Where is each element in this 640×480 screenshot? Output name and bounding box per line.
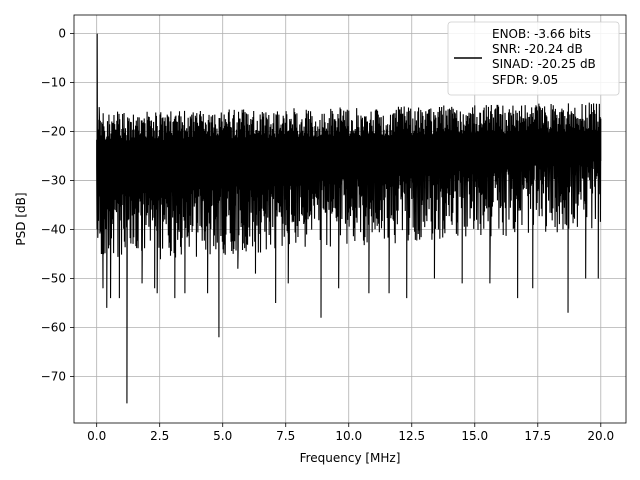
y-tick-label: −50 bbox=[41, 272, 66, 286]
legend-text-sinad: SINAD: -20.25 dB bbox=[492, 57, 596, 71]
y-tick-label: −30 bbox=[41, 174, 66, 188]
legend-box bbox=[447, 21, 620, 96]
y-axis-label: PSD [dB] bbox=[14, 192, 28, 245]
legend-text-sfdr: SFDR: 9.05 bbox=[492, 73, 558, 87]
psd-trace bbox=[96, 33, 602, 404]
y-tick-label: −60 bbox=[41, 320, 66, 334]
y-tick-label: −10 bbox=[41, 76, 66, 90]
x-tick-label: 7.5 bbox=[276, 429, 295, 443]
plot-frame bbox=[73, 14, 627, 424]
y-tick-label: −20 bbox=[41, 125, 66, 139]
x-tick-label: 12.5 bbox=[398, 429, 425, 443]
axis-ticks: 0.0 2.5 5.0 7.5 10.0 12.5 15.0 17.5 20.0 0 −10 −20 −… bbox=[41, 27, 614, 443]
x-tick-label: 2.5 bbox=[150, 429, 169, 443]
y-tick-label: 0 bbox=[58, 27, 66, 41]
legend-text-enob: ENOB: -3.66 bits bbox=[492, 27, 591, 41]
x-tick-label: 20.0 bbox=[587, 429, 614, 443]
x-tick-label: 10.0 bbox=[335, 429, 362, 443]
legend-text-snr: SNR: -20.24 dB bbox=[492, 42, 583, 56]
y-tick-label: −40 bbox=[41, 223, 66, 237]
legend: ENOB: -3.66 bits SNR: -20.24 dB SINAD: -… bbox=[447, 21, 620, 96]
x-tick-label: 5.0 bbox=[213, 429, 232, 443]
y-tick-label: −70 bbox=[41, 369, 66, 383]
x-tick-label: 17.5 bbox=[524, 429, 551, 443]
x-axis-label: Frequency [MHz] bbox=[300, 451, 401, 465]
x-tick-label: 0.0 bbox=[87, 429, 106, 443]
x-tick-label: 15.0 bbox=[461, 429, 488, 443]
plot-area bbox=[96, 33, 602, 404]
